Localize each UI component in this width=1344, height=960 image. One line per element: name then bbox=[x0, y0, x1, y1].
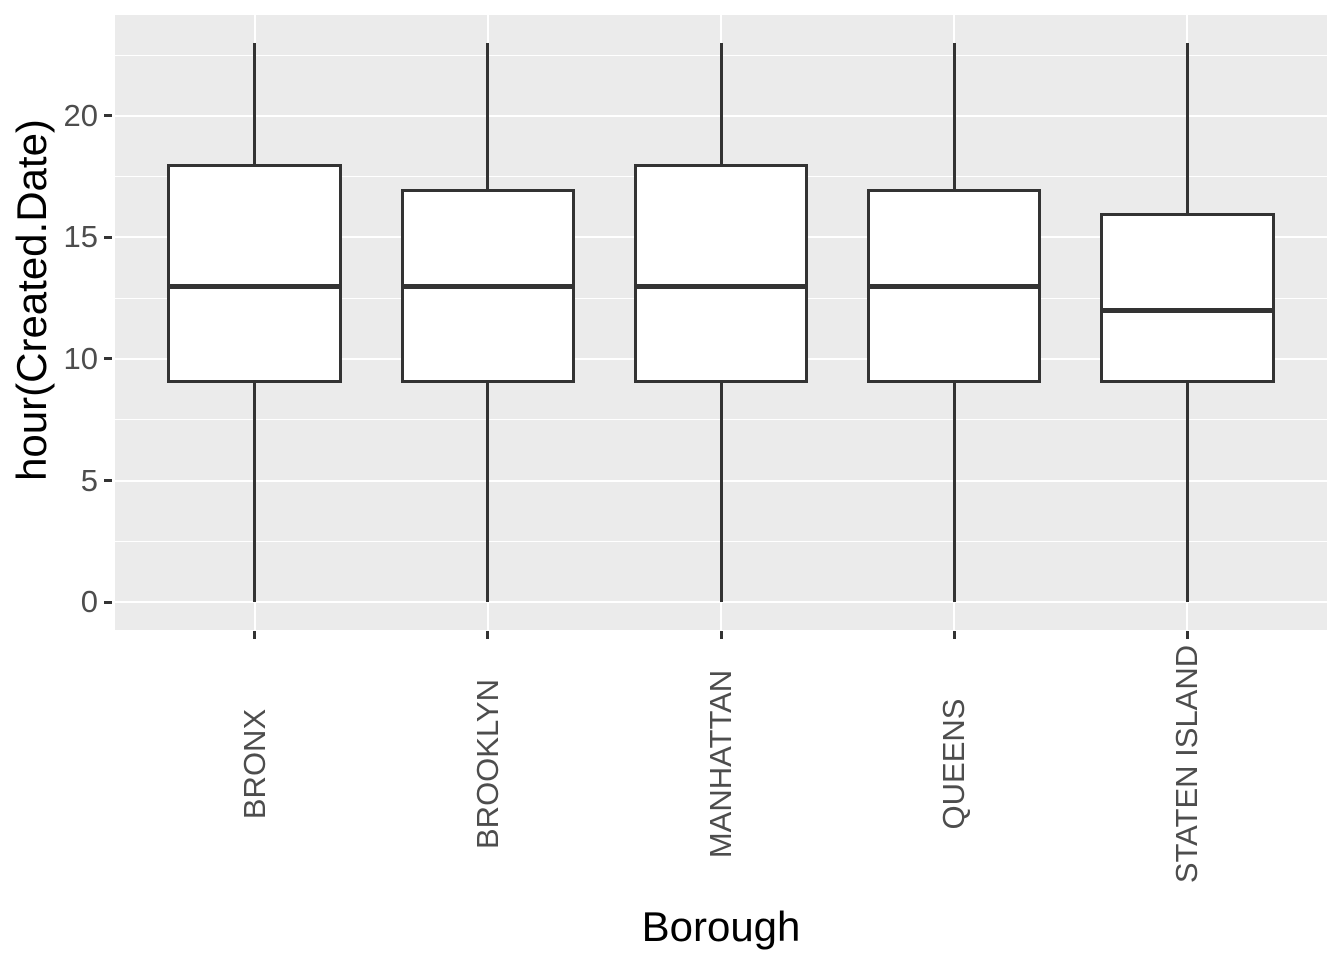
x-tick-mark bbox=[719, 631, 723, 639]
x-tick-label: QUEENS bbox=[936, 698, 972, 830]
y-tick-mark bbox=[104, 357, 112, 361]
median-line bbox=[866, 283, 1042, 289]
box-iqr bbox=[167, 164, 343, 384]
y-axis-title: hour(Created.Date) bbox=[8, 119, 55, 481]
y-tick-label: 15 bbox=[63, 219, 98, 255]
y-tick-mark bbox=[104, 479, 112, 482]
box-iqr bbox=[1099, 213, 1275, 384]
x-tick-label: MANHATTAN bbox=[703, 669, 738, 859]
median-line bbox=[400, 283, 576, 289]
lower-whisker bbox=[952, 383, 956, 603]
y-tick-mark bbox=[104, 600, 112, 604]
y-tick-mark bbox=[104, 114, 112, 118]
x-tick-label: STATEN ISLAND bbox=[1169, 644, 1205, 884]
y-tick-mark bbox=[104, 235, 112, 239]
x-tick-mark bbox=[952, 631, 956, 639]
x-tick-mark bbox=[1185, 631, 1189, 639]
x-tick-mark bbox=[253, 631, 257, 639]
x-tick-label: BROOKLYN bbox=[469, 679, 505, 849]
y-tick-label: 0 bbox=[80, 584, 98, 620]
lower-whisker bbox=[486, 383, 490, 603]
median-line bbox=[167, 283, 343, 289]
upper-whisker bbox=[1185, 42, 1189, 214]
upper-whisker bbox=[719, 42, 723, 165]
lower-whisker bbox=[719, 383, 723, 603]
x-axis-title: Borough bbox=[641, 903, 801, 950]
plot-panel bbox=[115, 15, 1327, 630]
x-tick-mark bbox=[486, 631, 490, 639]
y-tick-label: 5 bbox=[80, 462, 98, 498]
box-iqr bbox=[633, 164, 809, 384]
upper-whisker bbox=[486, 42, 490, 189]
upper-whisker bbox=[253, 42, 257, 165]
median-line bbox=[1099, 307, 1275, 313]
lower-whisker bbox=[1185, 383, 1189, 603]
y-tick-label: 20 bbox=[63, 97, 98, 133]
y-tick-label: 10 bbox=[63, 340, 98, 376]
upper-whisker bbox=[952, 42, 956, 189]
lower-whisker bbox=[253, 383, 257, 603]
x-tick-label: BRONX bbox=[236, 708, 272, 820]
median-line bbox=[633, 283, 809, 289]
